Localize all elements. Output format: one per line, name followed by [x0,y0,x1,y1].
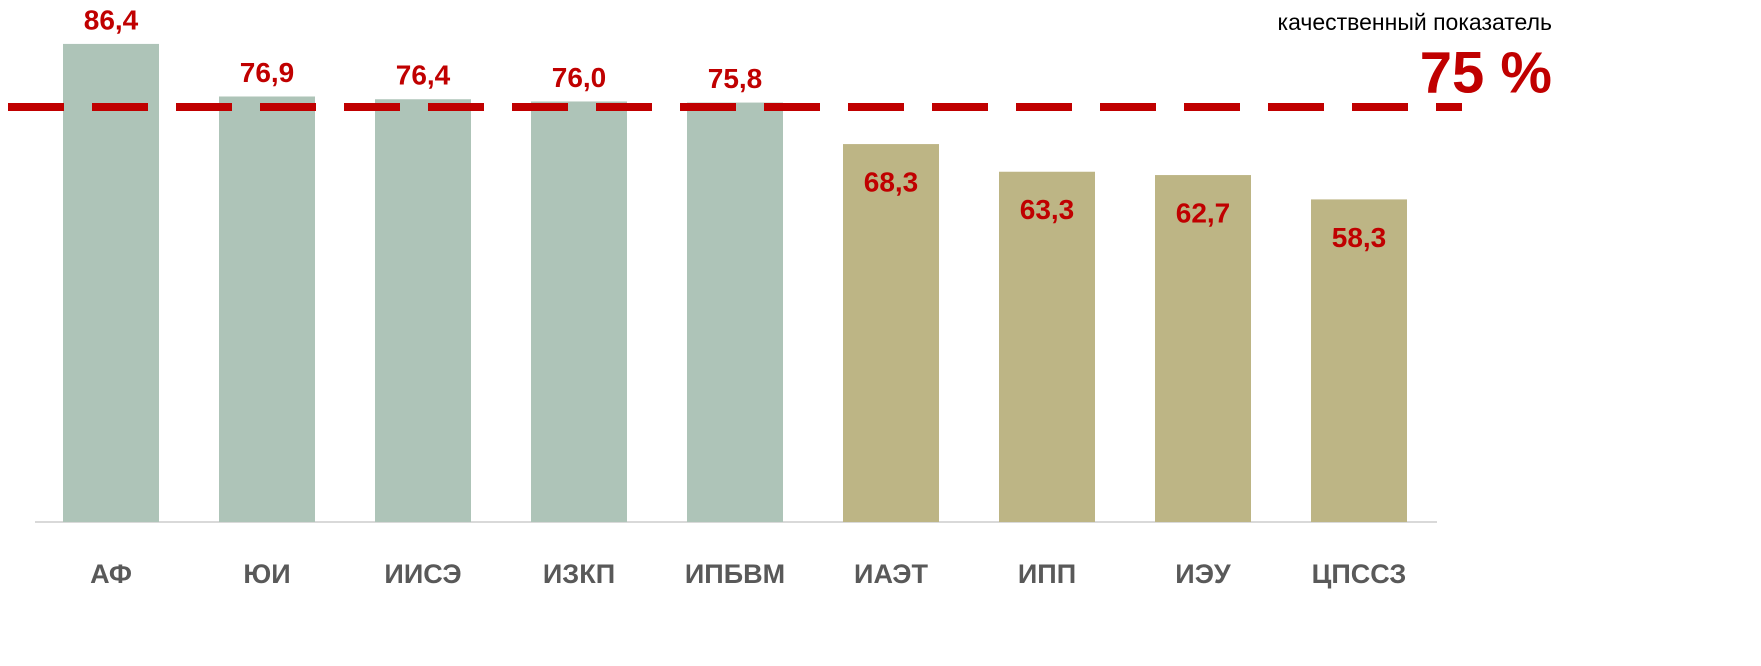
value-label: 58,3 [1332,222,1387,253]
x-tick-label: ЮИ [243,559,290,589]
x-tick-label: ИЭУ [1175,559,1232,589]
x-tick-label: ИИСЭ [384,559,461,589]
value-label: 75,8 [708,63,763,94]
bar [63,43,159,523]
value-label: 76,4 [396,60,451,91]
value-label: 68,3 [864,166,919,197]
bar [843,144,939,522]
value-label: 76,9 [240,57,295,88]
bar [1311,199,1407,522]
value-label: 86,4 [84,4,139,35]
value-label: 63,3 [1020,194,1075,225]
x-tick-label: ИАЭТ [854,559,928,589]
annotation: качественный показатель [1278,9,1552,35]
bar [687,102,783,522]
x-tick-label: ИПБВМ [685,559,785,589]
x-tick-label: ЦПССЗ [1312,559,1407,589]
bar [375,99,471,523]
value-label: 76,0 [552,62,607,93]
value-label: 62,7 [1176,197,1231,228]
x-tick-label: ИПП [1018,559,1076,589]
threshold-label: 75 % [1420,40,1552,105]
x-tick-label: АФ [90,559,132,589]
bar [219,96,315,522]
bar [531,101,627,522]
bar [999,171,1095,523]
x-tick-label: ИЗКП [543,559,615,589]
bar [1155,175,1251,522]
